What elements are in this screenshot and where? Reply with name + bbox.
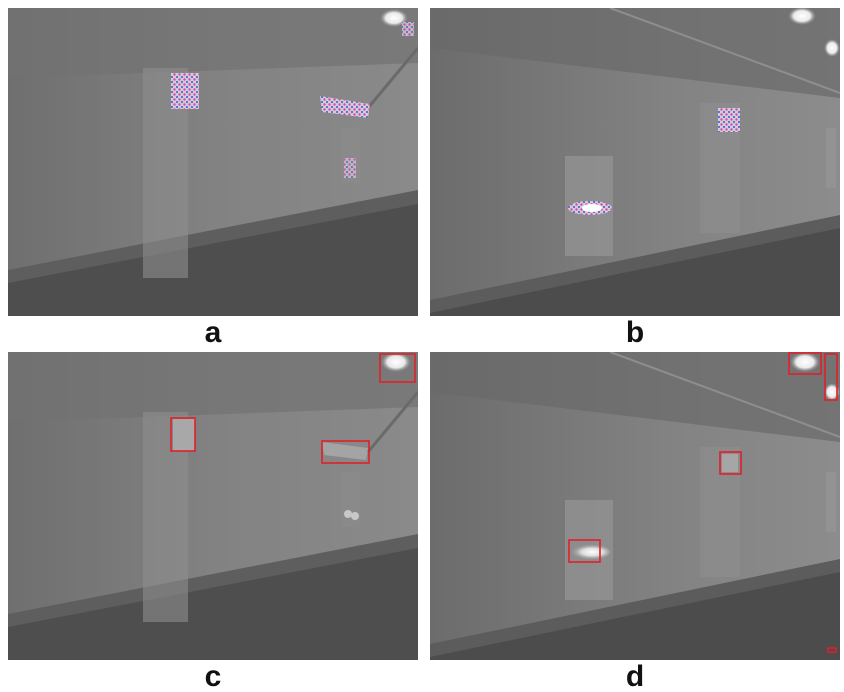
- tunnel-ceiling: [430, 8, 840, 98]
- panel-a-caption: a: [204, 316, 222, 349]
- detection-box-small: [827, 647, 837, 653]
- hot-core-vehicle: [582, 204, 602, 212]
- ceiling-lamp-side: [824, 39, 840, 57]
- panel-b-image: [430, 8, 840, 316]
- road-surface: [8, 198, 418, 316]
- road-curb: [8, 534, 418, 627]
- equipment-light: [351, 512, 359, 520]
- tunnel-ceiling: [8, 8, 418, 78]
- panel-b-caption: b: [625, 316, 645, 349]
- hot-spot-equipment: [344, 158, 356, 178]
- warm-fixture: [322, 442, 368, 460]
- tunnel-ceiling: [430, 352, 840, 442]
- panel-d-caption: d: [625, 660, 645, 692]
- road-surface: [8, 542, 418, 660]
- ceiling-cable: [366, 47, 418, 109]
- wall-fixture: [826, 472, 836, 532]
- panel-a-image: [8, 8, 418, 316]
- hot-spot-sign: [718, 108, 740, 132]
- detection-box-lamp: [379, 353, 416, 383]
- road-curb: [430, 559, 840, 657]
- tunnel-ceiling: [8, 352, 418, 422]
- hot-spot-lamp: [402, 22, 414, 36]
- road-curb: [430, 215, 840, 313]
- detection-box-sign: [719, 451, 742, 475]
- warm-sign: [173, 419, 195, 451]
- detection-box-vehicle: [568, 539, 601, 563]
- ceiling-cable: [366, 391, 418, 453]
- equipment-light: [344, 510, 352, 518]
- ceiling-lamp-side: [824, 383, 840, 401]
- ceiling-lamp: [788, 8, 816, 25]
- warm-sign: [722, 454, 738, 472]
- ceiling-line: [609, 8, 840, 94]
- road-curb: [8, 190, 418, 283]
- ceiling-lamp: [790, 352, 820, 372]
- warm-vehicle: [566, 544, 610, 560]
- panel-c-caption: c: [204, 660, 222, 692]
- panel-c-image: [8, 352, 418, 660]
- ceiling-lamp: [380, 9, 408, 27]
- wall-fixture: [826, 128, 836, 188]
- detection-box-lamp: [788, 352, 822, 375]
- detection-box-fixture: [321, 440, 370, 464]
- hot-spot-fixture: [320, 96, 370, 118]
- ceiling-lamp: [381, 352, 411, 372]
- detection-box-lamp-side: [824, 353, 838, 401]
- ceiling-line: [609, 352, 840, 438]
- detection-box-sign: [170, 417, 196, 452]
- hot-spot-sign: [171, 73, 199, 109]
- panel-d-image: [430, 352, 840, 660]
